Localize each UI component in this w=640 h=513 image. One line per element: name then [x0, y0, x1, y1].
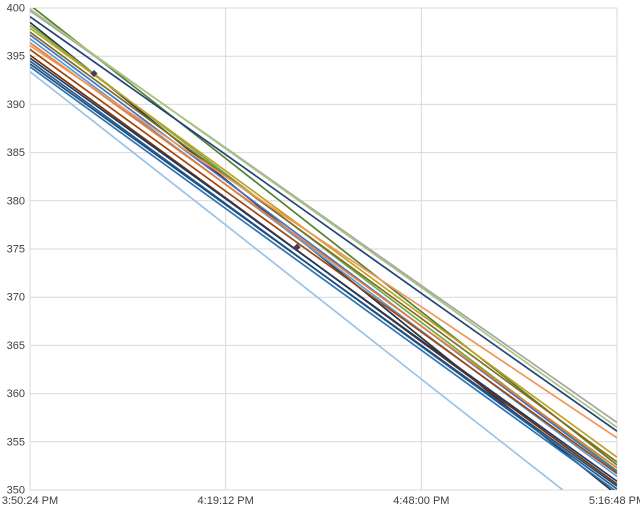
- series-14-line: [30, 57, 617, 483]
- y-axis-tick-label: 375: [7, 244, 25, 256]
- y-axis-tick-label: 370: [7, 292, 25, 304]
- series-07-line: [30, 31, 617, 463]
- x-axis-tick-label: 4:48:00 PM: [393, 495, 449, 507]
- y-axis-tick-label: 390: [7, 99, 25, 111]
- series-10-line: [30, 42, 617, 469]
- series-03-line: [30, 15, 617, 432]
- y-axis-tick-label: 360: [7, 388, 25, 400]
- x-axis-tick-label: 4:19:12 PM: [198, 495, 254, 507]
- series-08-line: [30, 34, 617, 473]
- series-18-line: [30, 70, 565, 490]
- series-01-line: [32, 8, 617, 466]
- series-11-line: [30, 44, 617, 439]
- series-17-line: [30, 66, 616, 490]
- series-04-marker-diamond-icon: [90, 69, 98, 78]
- series-04-marker-diamond-icon: [498, 398, 506, 406]
- y-axis-tick-label: 395: [7, 51, 25, 63]
- plot-area-border: [29, 7, 618, 491]
- y-axis-tick-label: 365: [7, 340, 25, 352]
- y-axis-tick-label: 400: [7, 3, 25, 15]
- y-axis-tick-label: 350: [7, 485, 25, 497]
- y-axis-tick-label: 355: [7, 436, 25, 448]
- series-19-line: [30, 8, 617, 429]
- series-16-line: [30, 63, 617, 487]
- series-04-marker-diamond-icon: [293, 243, 301, 251]
- y-axis-tick-label: 380: [7, 195, 25, 207]
- y-axis-tick-label: 385: [7, 147, 25, 159]
- x-axis-tick-label: 3:50:24 PM: [2, 495, 58, 507]
- x-axis-tick-label: 5:16:48 PM: [589, 495, 640, 507]
- series-12-line: [30, 48, 617, 475]
